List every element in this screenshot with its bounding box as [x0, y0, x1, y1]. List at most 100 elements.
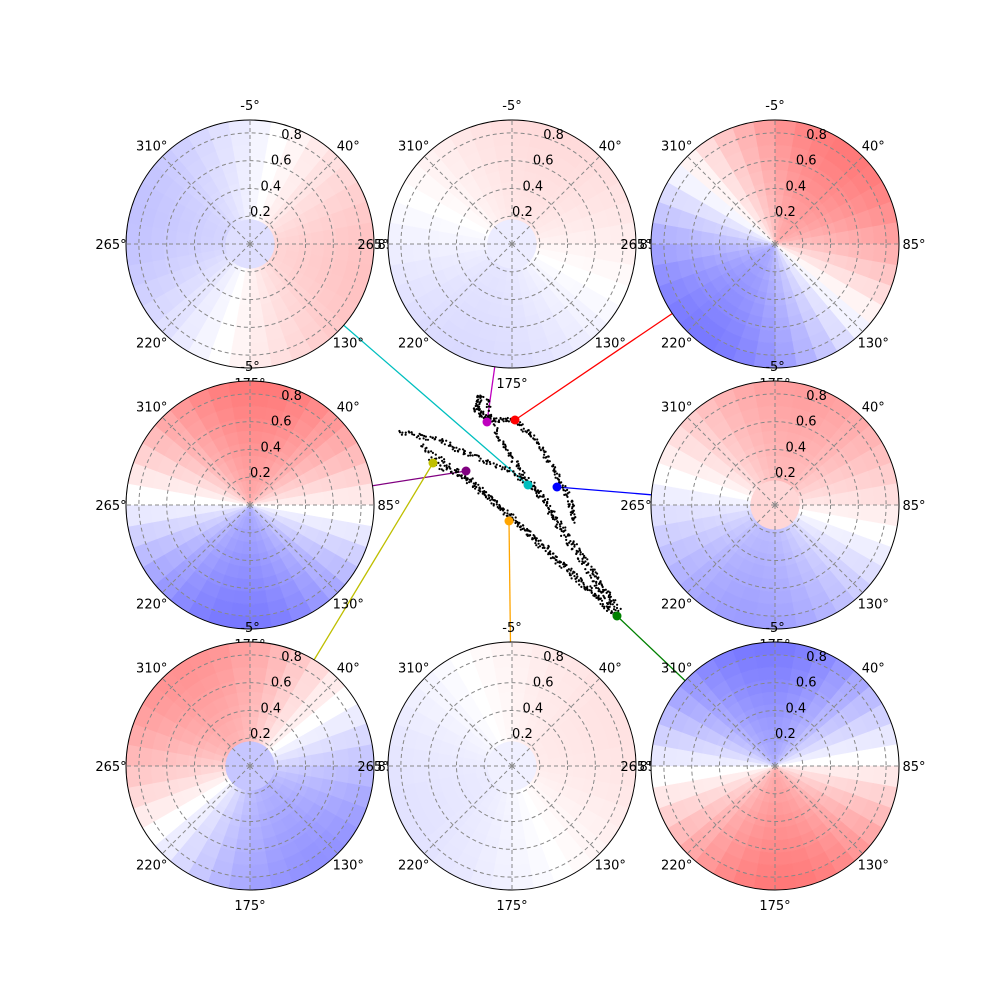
radial-gridline	[428, 682, 596, 850]
trajectory-point	[479, 394, 482, 397]
trajectory-point	[603, 605, 606, 608]
radial-tick-label: 0.4	[785, 179, 806, 194]
angle-tick-label: 220°	[398, 858, 429, 873]
trajectory-point	[604, 588, 607, 591]
radial-tick-label: 0.4	[785, 701, 806, 716]
trajectory-point	[550, 513, 553, 517]
trajectory-point	[485, 459, 488, 462]
angle-tick-label: 310°	[398, 140, 429, 155]
trajectory-point	[516, 521, 520, 524]
trajectory-point	[404, 433, 407, 436]
trajectory-point	[542, 501, 546, 504]
trajectory-point	[598, 582, 601, 586]
radial-tick-label: 0.2	[250, 205, 271, 220]
trajectory-point	[479, 487, 482, 490]
polar-cell	[387, 243, 403, 266]
trajectory-point	[461, 448, 465, 451]
angle-tick-label: 310°	[398, 662, 429, 677]
trajectory-point	[589, 585, 592, 588]
polar-cell	[700, 504, 715, 519]
trajectory-point	[431, 451, 434, 454]
trajectory-point	[596, 572, 599, 575]
angle-tick-label: -5°	[240, 621, 259, 636]
polar-cell	[424, 243, 440, 260]
trajectory-point	[534, 487, 537, 490]
polar-cell	[757, 144, 776, 159]
trajectory-point	[566, 492, 569, 495]
trajectory-point	[538, 495, 541, 498]
trajectory-point	[556, 526, 559, 529]
trajectory-point	[568, 503, 571, 506]
trajectory-point	[612, 608, 616, 611]
trajectory-point	[577, 579, 581, 582]
trajectory-point	[479, 457, 482, 460]
polar-cell	[249, 565, 264, 580]
trajectory-point	[458, 474, 461, 477]
trajectory-point	[536, 438, 539, 441]
polar-cell	[335, 243, 350, 262]
trajectory-point	[523, 471, 526, 474]
polar-cell	[424, 750, 440, 767]
trajectory-point	[546, 498, 549, 501]
polar-cell	[774, 316, 791, 332]
polar-cell	[310, 491, 325, 506]
trajectory-point	[571, 511, 574, 515]
polar-cell	[687, 489, 703, 506]
polar-cell	[228, 875, 251, 891]
trajectory-point	[490, 502, 493, 505]
trajectory-point	[598, 588, 601, 591]
polar-cell	[424, 765, 440, 782]
angle-tick-label: 220°	[136, 336, 167, 351]
trajectory-point	[566, 488, 569, 491]
radial-tick-label: 0.4	[260, 179, 281, 194]
trajectory-point	[502, 440, 505, 443]
polar-cell	[310, 752, 325, 767]
trajectory-point	[566, 495, 569, 498]
polar-cell	[511, 641, 534, 657]
radial-gridline	[193, 709, 307, 823]
polar-cell	[249, 577, 266, 593]
angle-tick-label: -5°	[502, 621, 521, 636]
trajectory-point	[506, 470, 509, 473]
polar-cell	[125, 504, 141, 527]
connector-line-middle-right	[556, 486, 652, 496]
trajectory-point	[554, 476, 557, 479]
trajectory-point	[481, 486, 484, 489]
trajectory-point	[581, 557, 584, 561]
radial-tick-label: 0.6	[796, 415, 817, 430]
polar-cell	[584, 750, 600, 767]
trajectory-point	[519, 528, 522, 531]
trajectory-point	[572, 504, 576, 507]
polar-cell	[335, 748, 350, 767]
polar-cell	[511, 144, 530, 159]
radial-tick-label: 0.6	[271, 154, 292, 169]
polar-cell	[494, 144, 513, 159]
trajectory-point	[564, 526, 567, 529]
trajectory-point	[607, 605, 610, 609]
angle-tick-label: 130°	[333, 597, 364, 612]
polar-cell	[572, 230, 587, 245]
angle-tick-label: 310°	[661, 401, 692, 416]
polar-cell	[496, 316, 513, 332]
trajectory-point	[497, 437, 500, 440]
trajectory-point	[427, 451, 430, 454]
trajectory-point	[511, 456, 514, 459]
trajectory-point	[585, 564, 588, 567]
trajectory-point	[426, 438, 430, 441]
trajectory-point	[525, 431, 528, 434]
trajectory-point	[564, 489, 567, 492]
radial-tick-label: 0.8	[543, 650, 564, 665]
polar-cell	[774, 329, 793, 344]
trajectory-point	[568, 534, 571, 537]
polar-cell	[236, 430, 251, 445]
polar-panels: -5° 40° 85° 130° 175° 220° 265° 310° 0.2 0.4 0.6 0.…	[95, 99, 925, 914]
polar-cell	[700, 243, 715, 258]
trajectory-point	[506, 416, 509, 420]
polar-cell	[511, 851, 530, 866]
trajectory-point	[488, 496, 491, 500]
polar-cell	[860, 226, 875, 245]
polar-cell	[847, 765, 863, 782]
polar-cell	[774, 875, 797, 891]
polar-border	[650, 641, 900, 891]
polar-border	[387, 641, 637, 891]
